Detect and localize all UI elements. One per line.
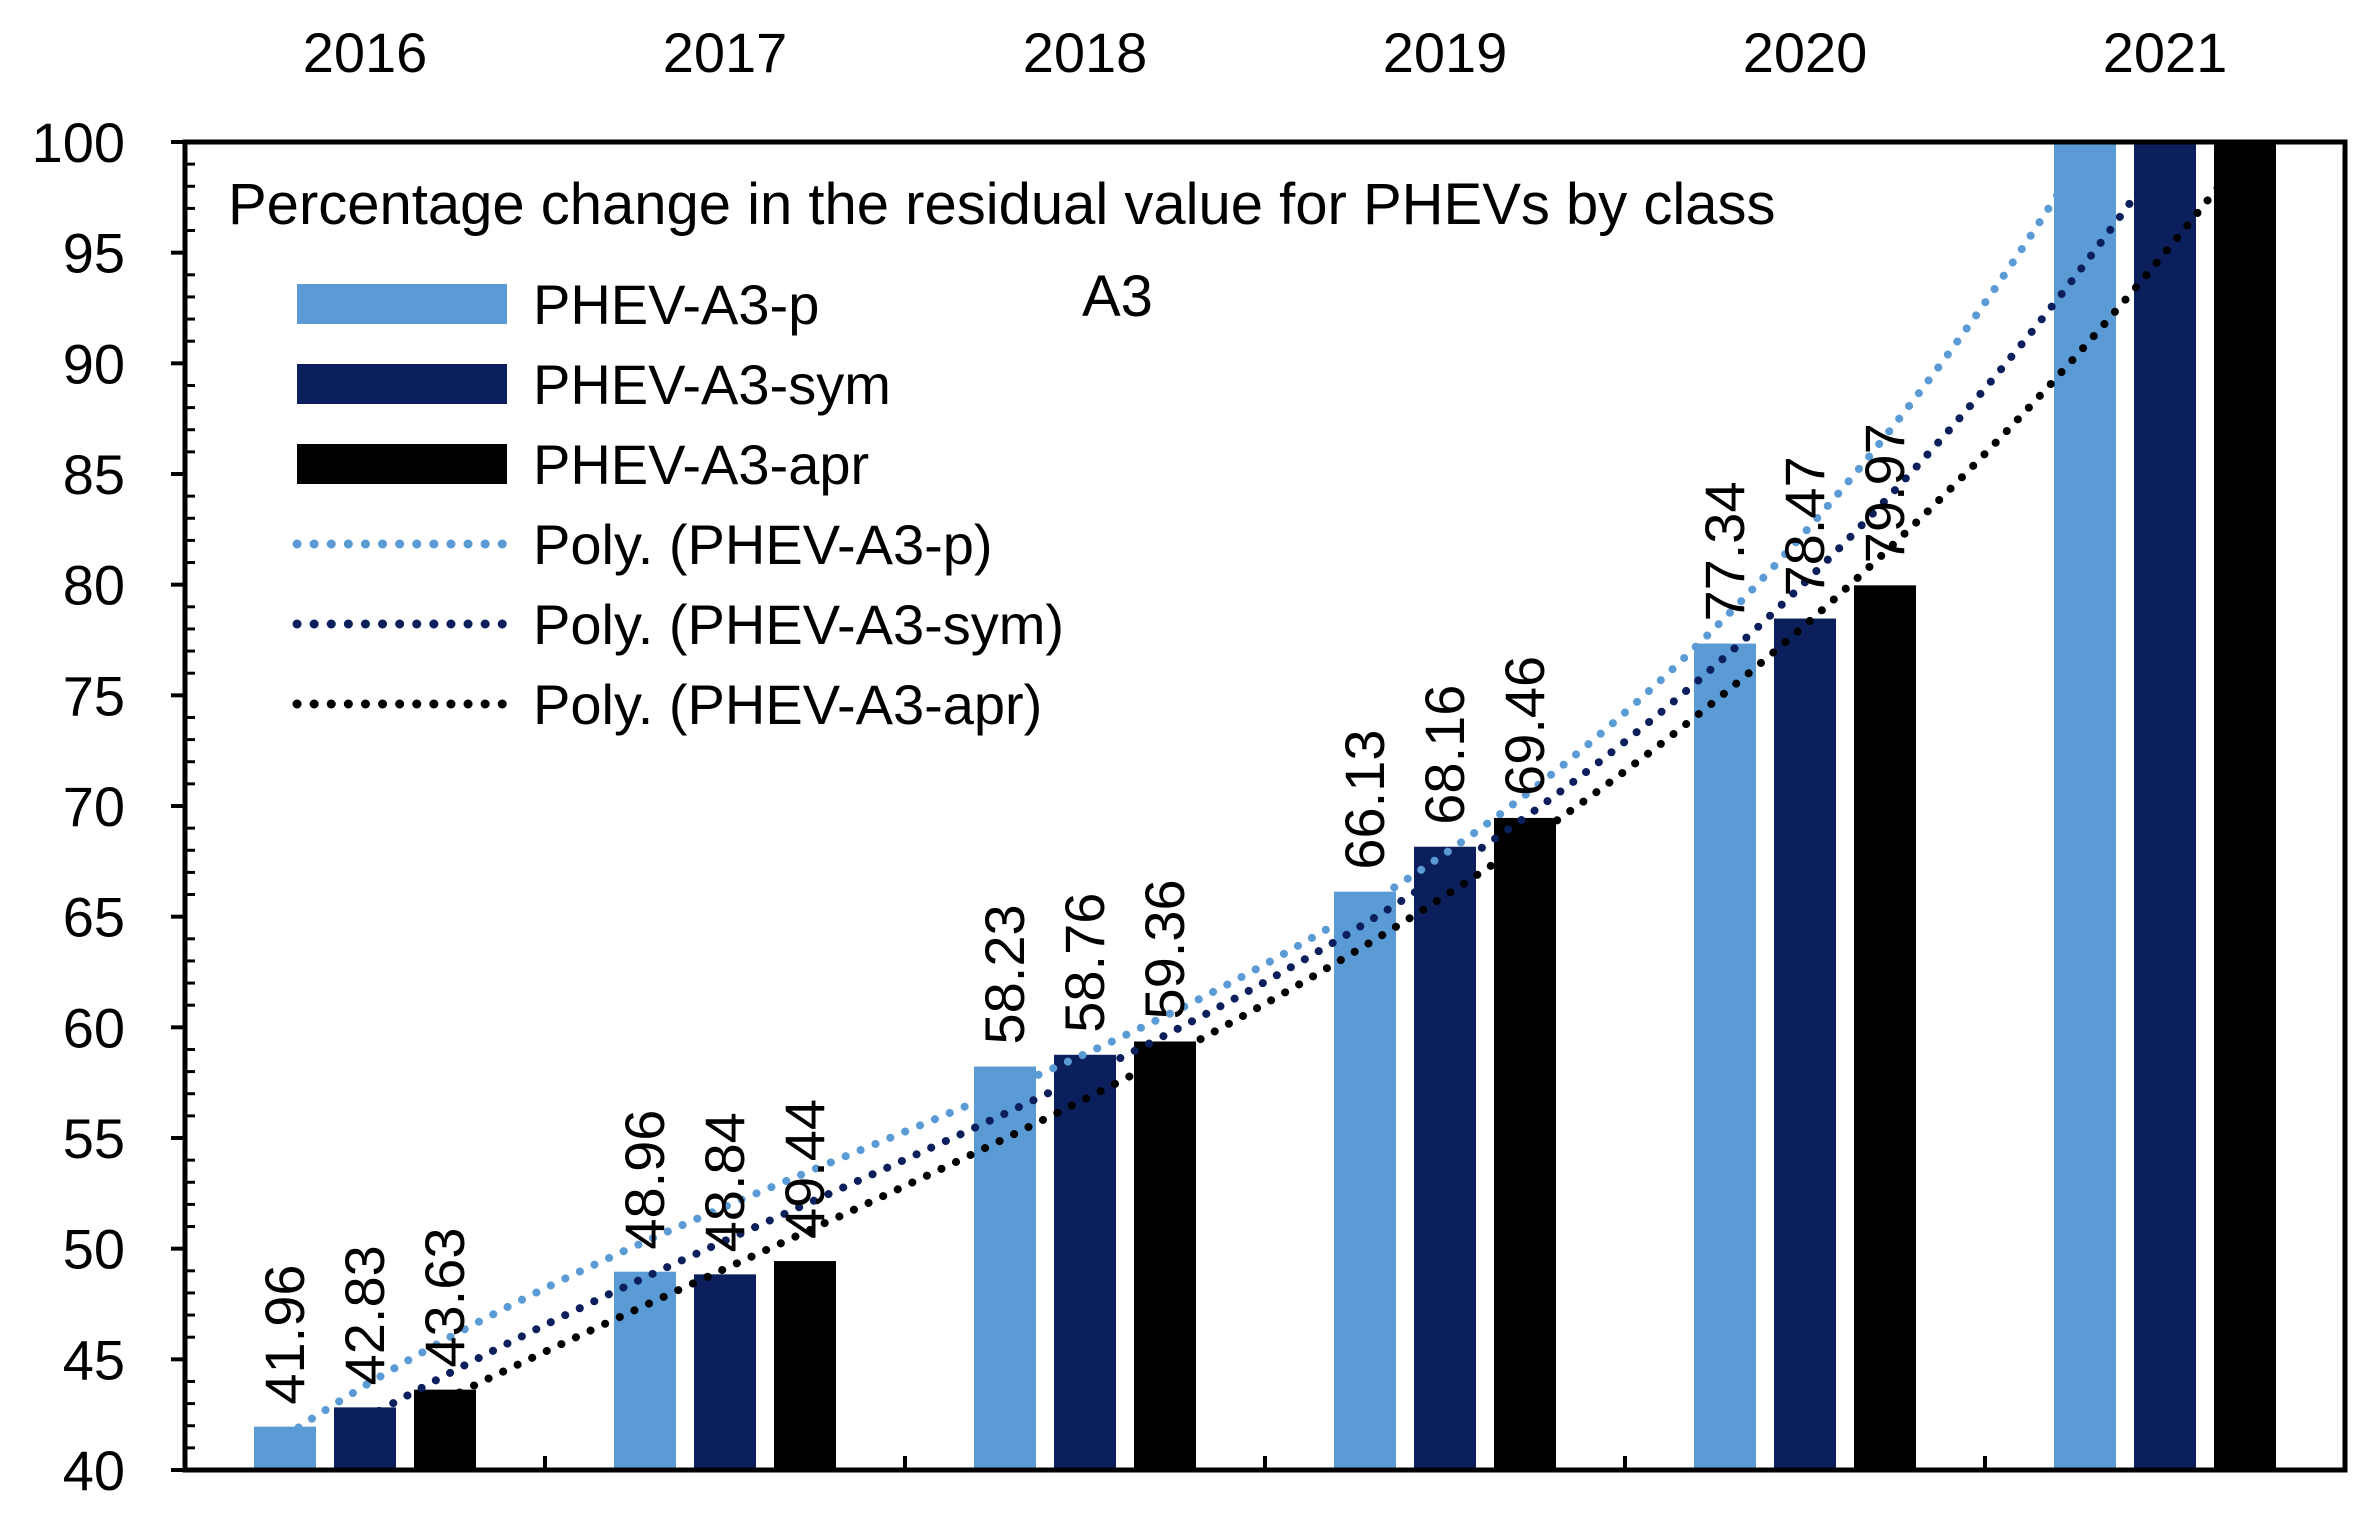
bar-phev-a3-apr-2017 bbox=[774, 1261, 836, 1470]
x-tick-label-2018: 2018 bbox=[1023, 21, 1148, 84]
y-tick-label-50: 50 bbox=[63, 1218, 125, 1281]
data-label-phev-a3-p-2016: 41.96 bbox=[253, 1264, 316, 1404]
legend-label-trendline-2: Poly. (PHEV-A3-sym) bbox=[533, 593, 1064, 656]
bar-phev-a3-p-2018 bbox=[974, 1066, 1036, 1470]
legend: PHEV-A3-p PHEV-A3-sym PHEV-A3-apr Poly. (PH… bbox=[292, 273, 1064, 736]
bar-phev-a3-apr-2021 bbox=[2214, 142, 2276, 1470]
data-label-phev-a3-p-2019: 66.13 bbox=[1333, 730, 1396, 870]
x-tick-label-2019: 2019 bbox=[1383, 21, 1508, 84]
legend-label-phev-a3-sym: PHEV-A3-sym bbox=[533, 353, 891, 416]
y-tick-label-60: 60 bbox=[63, 996, 125, 1059]
data-label-phev-a3-sym-2018: 58.76 bbox=[1053, 893, 1116, 1033]
bar-phev-a3-p-2019 bbox=[1334, 891, 1396, 1470]
y-tick-label-95: 95 bbox=[63, 222, 125, 285]
axes-layer: 40 45 50 55 60 65 70 75 80 85 90 95 100 2016 2017 2018 2… bbox=[32, 21, 2347, 1502]
y-tick-label-70: 70 bbox=[63, 775, 125, 838]
y-tick-label-55: 55 bbox=[63, 1107, 125, 1170]
y-tick-label-100: 100 bbox=[32, 111, 125, 174]
bar-phev-a3-apr-2018 bbox=[1134, 1041, 1196, 1470]
data-label-phev-a3-apr-2019: 69.46 bbox=[1493, 656, 1556, 796]
data-label-phev-a3-p-2017: 48.96 bbox=[613, 1110, 676, 1250]
data-label-phev-a3-p-2018: 58.23 bbox=[973, 904, 1036, 1044]
data-label-phev-a3-p-2020: 77.34 bbox=[1693, 481, 1756, 621]
bar-phev-a3-sym-2017 bbox=[694, 1274, 756, 1470]
trendline-phev-a3-sym bbox=[361, 149, 2169, 1423]
data-label-phev-a3-apr-2020: 79.97 bbox=[1853, 423, 1916, 563]
legend-label-trendline-3: Poly. (PHEV-A3-apr) bbox=[533, 673, 1042, 736]
x-tick-label-2017: 2017 bbox=[663, 21, 788, 84]
x-tick-label-2020: 2020 bbox=[1743, 21, 1868, 84]
x-tick-label-2021: 2021 bbox=[2103, 21, 2228, 84]
y-tick-label-90: 90 bbox=[63, 332, 125, 395]
data-label-phev-a3-sym-2016: 42.83 bbox=[333, 1245, 396, 1385]
bar-phev-a3-sym-2021 bbox=[2134, 142, 2196, 1470]
legend-swatch-phev-a3-apr bbox=[297, 444, 507, 484]
data-label-phev-a3-apr-2016: 43.63 bbox=[413, 1228, 476, 1368]
chart-title: Percentage change in the residual value … bbox=[228, 172, 1776, 237]
y-tick-label-45: 45 bbox=[63, 1328, 125, 1391]
legend-swatch-phev-a3-sym bbox=[297, 364, 507, 404]
data-label-phev-a3-sym-2020: 78.47 bbox=[1773, 456, 1836, 596]
bar-phev-a3-p-2020 bbox=[1694, 643, 1756, 1470]
bar-phev-a3-sym-2020 bbox=[1774, 618, 1836, 1470]
data-label-phev-a3-apr-2018: 59.36 bbox=[1133, 879, 1196, 1019]
trendline-phev-a3-p bbox=[281, 146, 2089, 1441]
bar-phev-a3-apr-2019 bbox=[1494, 817, 1556, 1470]
legend-swatch-phev-a3-p bbox=[297, 284, 507, 324]
bar-phev-a3-sym-2018 bbox=[1054, 1054, 1116, 1470]
data-label-phev-a3-sym-2017: 48.84 bbox=[693, 1112, 756, 1252]
legend-label-phev-a3-p: PHEV-A3-p bbox=[533, 273, 819, 336]
legend-label-phev-a3-apr: PHEV-A3-apr bbox=[533, 433, 869, 496]
y-tick-label-65: 65 bbox=[63, 886, 125, 949]
legend-label-trendline-1: Poly. (PHEV-A3-p) bbox=[533, 513, 993, 576]
y-tick-label-80: 80 bbox=[63, 554, 125, 617]
data-label-phev-a3-sym-2019: 68.16 bbox=[1413, 685, 1476, 825]
bar-phev-a3-apr-2020 bbox=[1854, 585, 1916, 1470]
data-label-phev-a3-apr-2017: 49.44 bbox=[773, 1099, 836, 1239]
data-labels-layer: 41.96 48.96 58.23 66.13 77.34 42.83 48.84 58.76… bbox=[253, 423, 1916, 1404]
bar-phev-a3-p-2021 bbox=[2054, 142, 2116, 1470]
bar-phev-a3-sym-2019 bbox=[1414, 846, 1476, 1470]
trendlines-layer bbox=[281, 146, 2249, 1441]
y-tick-label-40: 40 bbox=[63, 1439, 125, 1502]
y-tick-label-85: 85 bbox=[63, 443, 125, 506]
chart-subtitle: A3 bbox=[1082, 264, 1153, 329]
y-tick-label-75: 75 bbox=[63, 664, 125, 727]
bar-phev-a3-p-2017 bbox=[614, 1271, 676, 1470]
x-tick-label-2016: 2016 bbox=[303, 21, 428, 84]
bars-layer bbox=[254, 142, 2276, 1470]
